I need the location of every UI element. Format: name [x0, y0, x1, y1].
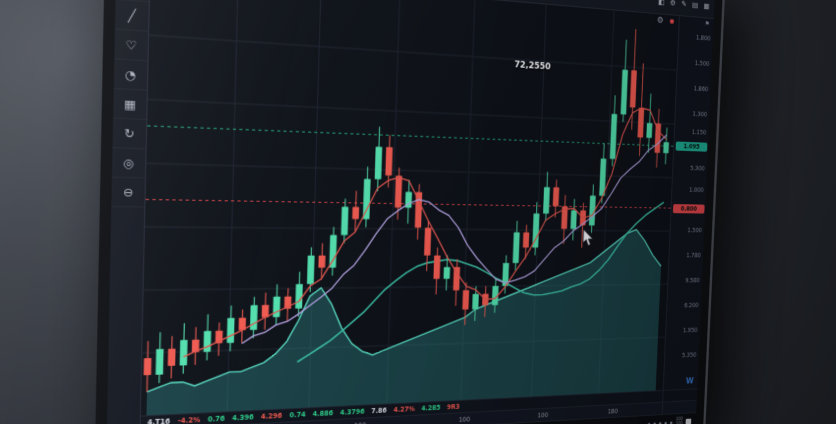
- time-tick: 180: [607, 407, 619, 416]
- settings-icon[interactable]: ⚙: [669, 0, 676, 7]
- price-tick: 1.500: [687, 226, 703, 234]
- comment-icon[interactable]: ◧: [657, 0, 665, 6]
- candlestick-chart[interactable]: [141, 0, 679, 416]
- pattern-tool[interactable]: ▦: [113, 89, 147, 120]
- screen: ▤ NVIDIA (56) DasaSe troa56NB7B00B▾ ◧⚙✎▤…: [106, 0, 715, 424]
- price-tick: 5.350: [681, 351, 697, 359]
- time-tick: 100: [537, 411, 549, 420]
- watermark-logo: W: [685, 377, 694, 387]
- page-icon[interactable]: ▤: [692, 0, 699, 9]
- price-tick: 5.300: [689, 165, 705, 173]
- ohlc-value: 4.886: [312, 409, 334, 419]
- price-tick: 1.000: [689, 186, 704, 195]
- ohlc-value: 4.3796: [339, 407, 365, 417]
- price-badge: 0.800: [672, 203, 705, 214]
- ohlc-value: 0.76: [207, 414, 225, 424]
- chart-settings[interactable]: ⚙: [656, 15, 675, 27]
- ohlc-value: -4.2%: [177, 415, 201, 424]
- target-tool[interactable]: ◎: [111, 148, 146, 179]
- header-icons: ◧ ⚙ ✎ ▤ ▦: [652, 0, 710, 10]
- tray-text: 100 100: [675, 416, 683, 424]
- pencil-icon[interactable]: ✎: [681, 0, 687, 8]
- gear-icon[interactable]: ⚙: [656, 15, 664, 26]
- brush-tool[interactable]: ♡: [114, 29, 149, 62]
- eraser-tool[interactable]: ⊖: [111, 177, 145, 208]
- monitor-bezel: ▤ NVIDIA (56) DasaSe troa56NB7B00B▾ ◧⚙✎▤…: [94, 0, 726, 424]
- layout-icon[interactable]: ▦: [703, 1, 710, 10]
- system-tray[interactable]: 100 100: [648, 416, 692, 424]
- ohlc-value: 4.T16: [147, 417, 171, 424]
- price-tick: 1.780: [686, 251, 702, 259]
- price-badge: 1.095: [675, 141, 708, 153]
- price-tick: 1.860: [693, 85, 709, 94]
- chart-canvas[interactable]: Sodmg 72,2550 ⚙: [140, 0, 680, 416]
- notification-dot: [669, 18, 675, 24]
- trendline-tool[interactable]: ╱: [114, 0, 149, 32]
- ohlc-value: 4.296: [260, 411, 283, 421]
- time-tick: 100: [458, 415, 471, 424]
- price-tick: 6.200: [683, 301, 699, 309]
- ohlc-value: 4.27%: [393, 405, 415, 414]
- price-tick: 1.500: [694, 59, 710, 68]
- ohlc-value: 4.396: [232, 413, 254, 423]
- rotate-tool[interactable]: ↻: [112, 118, 147, 150]
- mouse-cursor-icon: [582, 229, 594, 246]
- ohlc-value: 0.74: [289, 410, 306, 420]
- app-body: ▭╱♡◔▦↻◎⊖ Sodmg 72,2550 ⚙: [106, 0, 714, 424]
- price-tick: 1.150: [691, 128, 707, 137]
- ohlc-value: 7.86: [371, 406, 387, 416]
- ohlc-value: 4.285: [421, 403, 441, 413]
- price-tick: 1.800: [695, 33, 711, 43]
- price-tick: 1.950: [682, 326, 698, 334]
- ohlc-value: 9R3: [446, 402, 460, 412]
- alert-bell-icon[interactable]: ⚑: [704, 20, 710, 28]
- fibonacci-tool[interactable]: ◔: [113, 59, 148, 91]
- price-tick: 1.300: [692, 110, 708, 119]
- price-tick: 9.580: [685, 276, 700, 284]
- show-desktop-button[interactable]: [685, 418, 692, 424]
